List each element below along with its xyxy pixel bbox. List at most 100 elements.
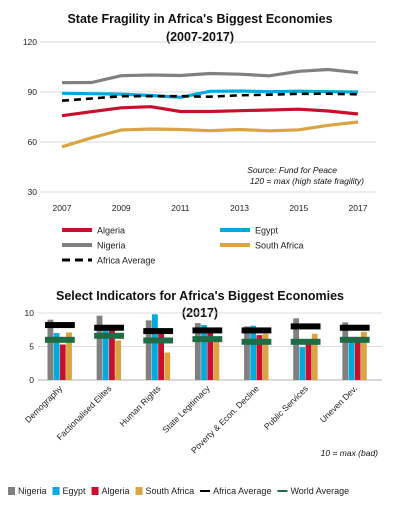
bar-chart-y-tick-label: 0 <box>29 375 34 385</box>
legend-swatch-egypt <box>52 487 60 495</box>
category-label: Human Rights <box>117 383 162 428</box>
marker-world-average-demography <box>45 336 75 343</box>
bar-chart-bars <box>47 314 367 380</box>
category-label: State Legitimacy <box>160 383 212 435</box>
bar-chart-y-tick-label: 10 <box>25 308 35 318</box>
line-chart-subtitle: (2007-2017) <box>166 30 234 44</box>
line-chart-source-note: Source: Fund for Peace <box>247 165 337 175</box>
category-label: Public Services <box>262 383 310 431</box>
bar-algeria-human-rights <box>158 329 164 380</box>
marker-africa-average-uneven-dev <box>339 324 370 331</box>
bar-nigeria-state-legitimacy <box>194 323 201 380</box>
marker-world-average-poverty-econ-decline <box>241 338 272 345</box>
line-chart-title: State Fragility in Africa's Biggest Econ… <box>67 12 332 26</box>
series-line-algeria <box>61 105 359 118</box>
bar-south-africa-poverty-econ-decline <box>262 333 269 380</box>
series-line-south-africa <box>61 120 359 149</box>
bar-egypt-demography <box>53 333 60 380</box>
bar-algeria-state-legitimacy <box>207 333 214 380</box>
bar-south-africa-public-services <box>311 333 318 380</box>
bar-algeria-poverty-econ-decline <box>256 335 263 380</box>
legend-swatch-algeria <box>91 487 99 495</box>
indicators-bar-chart: Select Indicators for Africa's Biggest E… <box>8 289 382 496</box>
bar-chart-average-markers <box>45 322 370 345</box>
line-chart-series <box>61 67 359 149</box>
legend-label-africa-average: Africa Average <box>97 256 155 266</box>
bar-chart-y-tick-label: 5 <box>29 342 34 352</box>
bar-nigeria-poverty-econ-decline <box>244 326 250 380</box>
line-chart-x-tick-label: 2015 <box>289 203 308 213</box>
line-chart-x-tick-label: 2007 <box>53 203 72 213</box>
bar-nigeria-uneven-dev <box>342 322 349 380</box>
bar-south-africa-uneven-dev <box>360 331 367 380</box>
series-line-africa-average <box>61 92 359 102</box>
category-label: Uneven Dev. <box>318 383 359 424</box>
bar-nigeria-public-services <box>293 318 300 380</box>
bar-chart-legend: Nigeria Egypt Algeria South Africa Africa Av… <box>8 486 349 496</box>
legend-label-south-africa: South Africa <box>146 486 195 496</box>
bar-chart-y-ticks: 0 5 10 <box>25 308 35 385</box>
bar-egypt-state-legitimacy <box>201 325 207 380</box>
legend-label-africa-average: Africa Average <box>213 486 271 496</box>
line-chart-legend: Algeria Egypt Nigeria South Africa Africa Av… <box>62 226 304 266</box>
marker-world-average-uneven-dev <box>339 336 370 343</box>
bar-south-africa-state-legitimacy <box>213 340 220 380</box>
bar-chart-title: Select Indicators for Africa's Biggest E… <box>56 289 344 303</box>
bar-egypt-uneven-dev <box>348 338 355 380</box>
bar-egypt-poverty-econ-decline <box>250 325 257 380</box>
line-chart-x-tick-label: 2013 <box>230 203 249 213</box>
line-chart-x-tick-label: 2011 <box>171 203 190 213</box>
marker-africa-average-poverty-econ-decline <box>241 327 272 334</box>
bar-nigeria-demography <box>47 319 54 380</box>
line-chart-x-tick-label: 2017 <box>349 203 368 213</box>
fragility-line-chart: State Fragility in Africa's Biggest Econ… <box>23 12 376 266</box>
bar-nigeria-factionalised-elites <box>96 315 103 380</box>
legend-label-south-africa: South Africa <box>255 241 304 251</box>
legend-label-nigeria: Nigeria <box>97 241 126 251</box>
line-chart-y-tick-label: 120 <box>23 37 37 47</box>
line-chart-y-tick-label: 90 <box>28 87 38 97</box>
marker-africa-average-state-legitimacy <box>192 327 223 334</box>
bar-south-africa-human-rights <box>164 352 171 380</box>
line-chart-x-tick-label: 2009 <box>112 203 131 213</box>
marker-world-average-state-legitimacy <box>192 336 223 343</box>
marker-world-average-factionalised-elites <box>94 332 124 339</box>
line-chart-y-tick-label: 60 <box>28 137 38 147</box>
bar-egypt-factionalised-elites <box>102 325 109 380</box>
legend-label-algeria: Algeria <box>102 486 130 496</box>
line-chart-x-ticks: 2007 2009 2011 2013 2015 2017 <box>53 203 368 213</box>
marker-world-average-public-services <box>290 338 321 345</box>
bar-algeria-uneven-dev <box>354 337 361 380</box>
marker-world-average-human-rights <box>143 337 174 344</box>
marker-africa-average-demography <box>45 322 75 329</box>
series-line-egypt <box>61 89 359 99</box>
legend-label-egypt: Egypt <box>63 486 87 496</box>
line-chart-y-ticks: 30 60 90 120 <box>23 37 37 197</box>
bar-south-africa-factionalised-elites <box>115 340 122 380</box>
category-label: Factionalised Elites <box>55 383 114 442</box>
line-chart-scale-note: 120 = max (high state fragility) <box>250 176 364 186</box>
bar-egypt-public-services <box>299 347 306 380</box>
line-chart-y-tick-label: 30 <box>28 187 38 197</box>
bar-egypt-human-rights <box>151 314 158 380</box>
marker-africa-average-factionalised-elites <box>94 324 124 331</box>
legend-label-world-average: World Average <box>290 486 349 496</box>
category-label: Demography <box>23 383 65 425</box>
bar-nigeria-human-rights <box>145 320 152 380</box>
legend-swatch-nigeria <box>8 487 15 495</box>
bar-chart-scale-note: 10 = max (bad) <box>321 448 379 458</box>
bar-south-africa-demography <box>66 332 72 380</box>
legend-label-algeria: Algeria <box>97 226 125 236</box>
legend-swatch-south-africa <box>135 487 143 495</box>
legend-label-egypt: Egypt <box>255 226 279 236</box>
marker-africa-average-public-services <box>290 323 321 330</box>
series-line-nigeria <box>61 67 359 85</box>
marker-africa-average-human-rights <box>143 328 174 335</box>
bar-algeria-public-services <box>305 339 312 380</box>
bar-algeria-factionalised-elites <box>109 327 115 380</box>
bar-algeria-demography <box>59 344 66 380</box>
legend-label-nigeria: Nigeria <box>18 486 47 496</box>
